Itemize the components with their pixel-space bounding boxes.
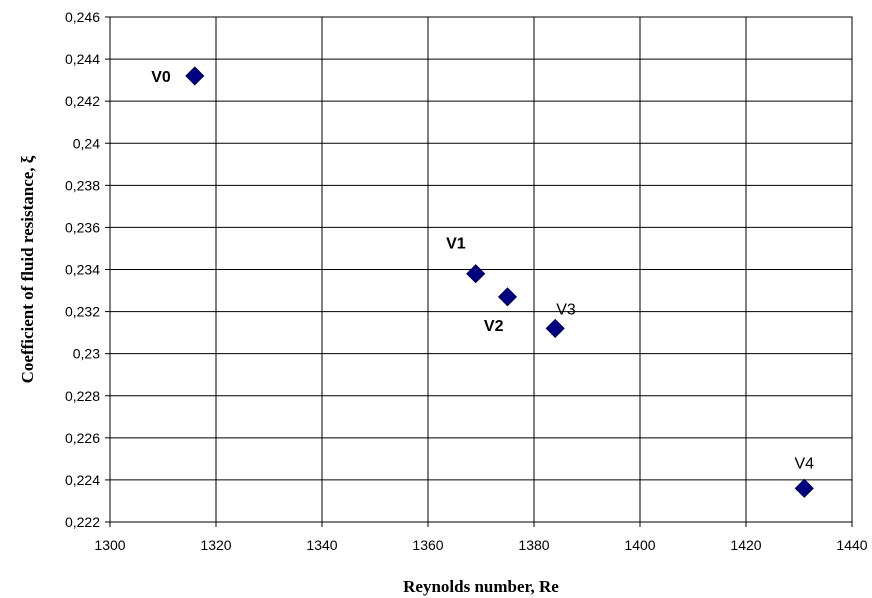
point-label-v0: V0 [151,69,171,86]
data-point-v4 [794,478,814,498]
data-point-v1 [466,264,486,284]
data-point-v2 [497,287,518,307]
y-axis-title: Coefficient of fluid resistance, ξ [18,155,37,383]
data-point-v3 [545,318,565,338]
y-tick-label: 0,228 [65,388,100,404]
tick-labels: 1300 1320 1340 1360 1380 1400 1420 1440 0,222 0,2… [65,9,868,553]
x-axis-title: Reynolds number, Re [403,577,559,596]
point-label-v3: V3 [556,301,576,318]
x-tick-label: 1420 [730,537,761,553]
x-tick-label: 1440 [836,537,867,553]
y-tick-label: 0,23 [73,346,100,362]
y-tick-label: 0,246 [65,9,100,25]
y-tick-label: 0,226 [65,430,100,446]
x-tick-label: 1380 [518,537,549,553]
plot-area [105,16,853,527]
grid-lines [109,16,853,523]
x-tick-label: 1360 [412,537,443,553]
y-tick-label: 0,236 [65,219,100,235]
point-label-v1: V1 [446,236,466,253]
point-label-v4: V4 [795,455,815,472]
y-tick-label: 0,232 [65,304,100,320]
y-tick-label: 0,242 [65,93,100,109]
y-tick-label: 0,238 [65,177,100,193]
y-tick-label: 0,24 [73,135,100,151]
data-point-v0 [185,66,205,86]
x-tick-label: 1300 [94,537,125,553]
point-label-v2: V2 [484,318,504,335]
y-tick-label: 0,222 [65,514,100,530]
data-points [185,66,814,498]
x-tick-label: 1320 [200,537,231,553]
x-tick-label: 1340 [306,537,337,553]
y-tick-label: 0,244 [65,51,100,67]
y-tick-label: 0,224 [65,472,100,488]
point-labels: V0 V1 V2 V3 V4 [151,69,814,472]
y-tick-label: 0,234 [65,262,100,278]
x-tick-label: 1400 [624,537,655,553]
